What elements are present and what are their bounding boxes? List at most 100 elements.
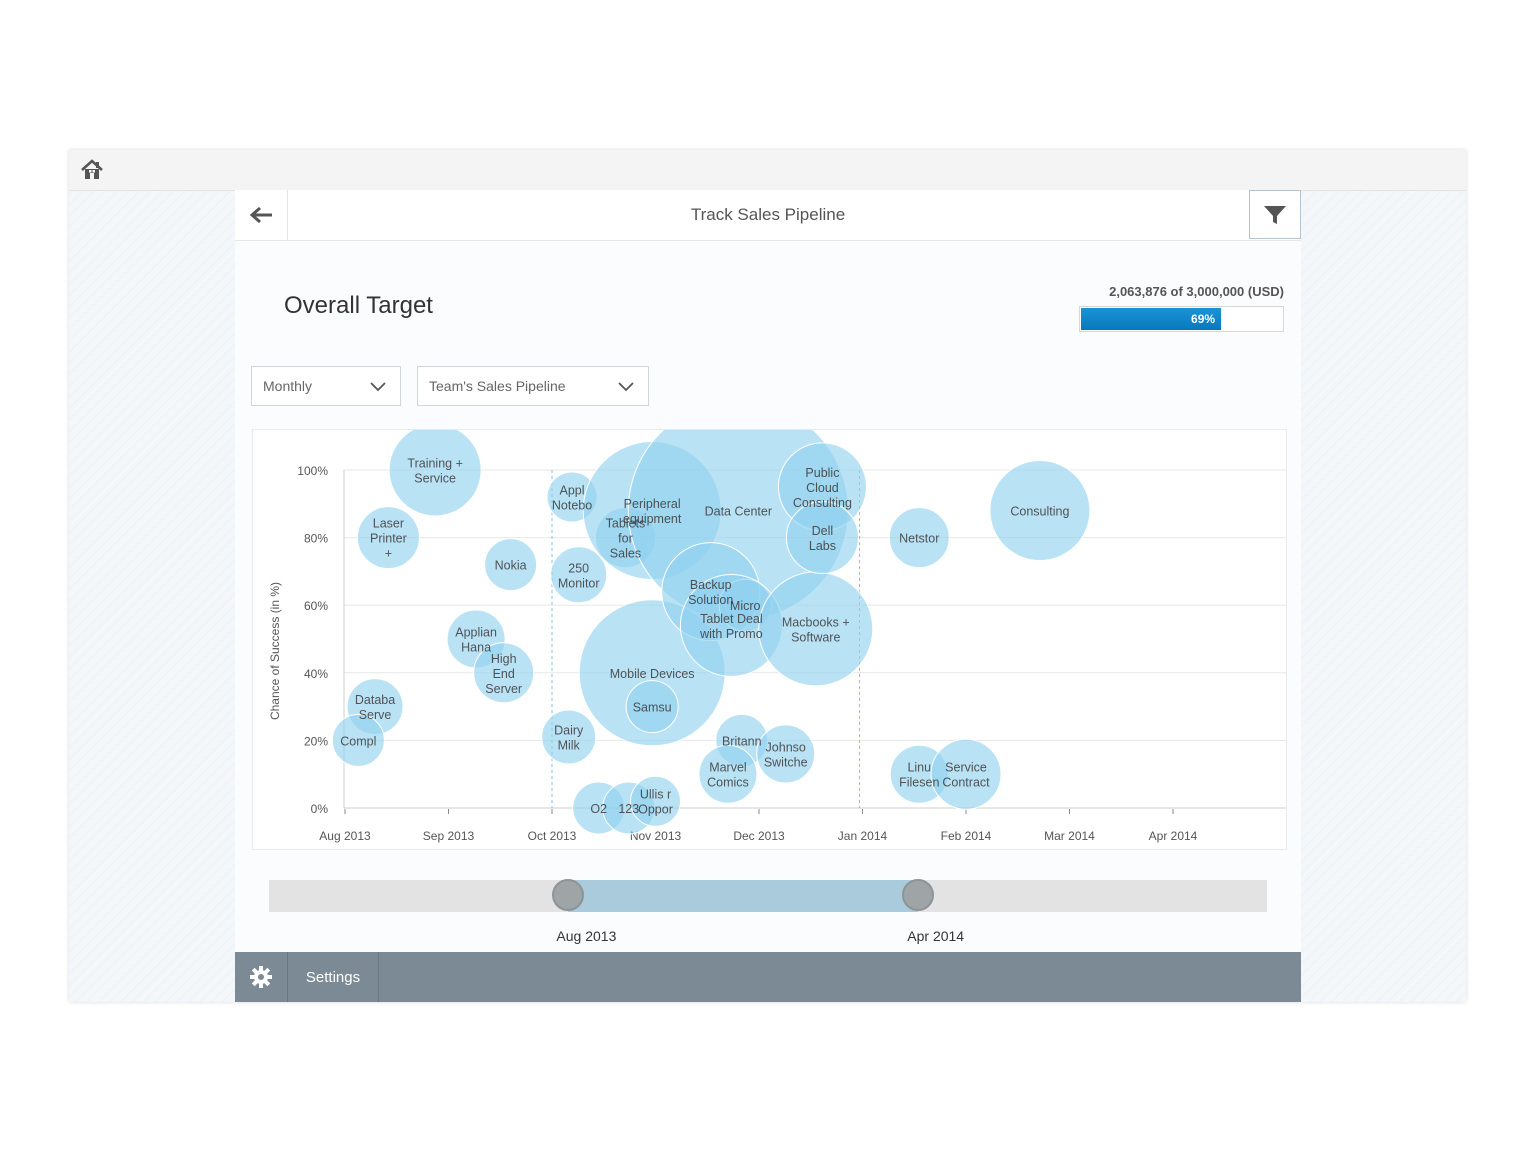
bubble-label: Labs [809, 539, 836, 553]
overall-target-title: Overall Target [284, 292, 433, 319]
slider-start-label: Aug 2013 [556, 928, 617, 944]
bubble-label: High [491, 652, 517, 666]
bubble-label: Milk [558, 739, 581, 753]
slider-start-handle[interactable] [552, 879, 585, 911]
bubble [356, 506, 420, 570]
bubble-label: 250 [568, 561, 589, 575]
bubble [550, 546, 608, 604]
bubble-label: Peripheral [624, 497, 681, 511]
bubble-label: Micro [730, 599, 761, 613]
app-page: Track Sales Pipeline Overall Target 2,06… [235, 190, 1301, 1002]
bubble-label: Johnso [766, 740, 806, 754]
bubble-label: O2 [590, 802, 607, 816]
back-button[interactable] [235, 190, 288, 240]
bubble-label: Marvel [709, 761, 747, 775]
y-tick-label: 80% [304, 532, 328, 546]
footer-toolbar: Settings [235, 952, 1301, 1002]
bubble-label: Dairy [554, 724, 584, 738]
target-summary: 2,063,876 of 3,000,000 (USD) [1109, 284, 1284, 299]
slider-selected-range [568, 880, 918, 912]
bubble-label: Appl [560, 484, 585, 498]
home-icon[interactable] [79, 157, 105, 183]
x-tick-label: Feb 2014 [941, 829, 992, 843]
bubble-label: Service [945, 761, 987, 775]
bubble-label: Tablets [606, 517, 646, 531]
progress-fill: 69% [1081, 308, 1222, 330]
pipeline-select[interactable]: Team's Sales Pipeline [417, 366, 649, 406]
bubble [331, 713, 385, 767]
bubble-label: Monitor [558, 576, 600, 590]
bubble-label: Compl [340, 734, 376, 748]
bubble-label: + [385, 547, 392, 561]
bubble [698, 744, 758, 804]
bubble [484, 538, 538, 592]
y-axis-label: Chance of Success (in %) [268, 582, 282, 720]
period-select-value: Monthly [263, 378, 313, 394]
x-tick-label: Aug 2013 [319, 829, 371, 843]
x-tick-label: Dec 2013 [733, 829, 785, 843]
bubble-label: Britann [722, 734, 762, 748]
funnel-icon [1264, 205, 1286, 224]
page-title: Track Sales Pipeline [690, 205, 846, 224]
bubble-label: Consulting [1010, 505, 1069, 519]
bubble-label: Data Center [705, 505, 772, 519]
bubble [989, 460, 1091, 562]
bubble-label: Tablet Deal [700, 612, 763, 626]
bubble-label: Ullis r [640, 788, 671, 802]
bubble-label: Macbooks + [782, 615, 850, 629]
filter-button[interactable] [1249, 190, 1301, 239]
bubble-label: equipment [623, 512, 682, 526]
bubble-label: Laser [373, 517, 404, 531]
bubble-label: Oppor [638, 803, 673, 817]
bubble-label: Serve [359, 708, 392, 722]
slider-end-label: Apr 2014 [907, 928, 965, 944]
bubble [630, 775, 681, 827]
bubble [930, 738, 1002, 810]
x-tick-label: Nov 2013 [630, 829, 682, 843]
y-tick-label: 40% [304, 667, 328, 681]
x-tick-label: Jan 2014 [838, 829, 888, 843]
bubble-label: Mobile Devices [610, 667, 695, 681]
bubble [473, 642, 535, 704]
bubble-label: Sales [610, 547, 641, 561]
bubble-label: Databa [355, 693, 395, 707]
bubble-label: Dell [812, 524, 834, 538]
bubble-label: Solution [688, 593, 733, 607]
shell-bar [69, 150, 1466, 191]
bubble-label: Backup [690, 578, 732, 592]
settings-gear-button[interactable] [235, 952, 288, 1002]
y-tick-label: 20% [304, 734, 328, 748]
arrow-left-icon [249, 206, 272, 224]
app-header: Track Sales Pipeline [235, 190, 1301, 241]
y-tick-label: 0% [311, 802, 329, 816]
bubble-label: Consulting [793, 496, 852, 510]
bubble-label: Switche [764, 755, 808, 769]
progress-label: 69% [1191, 312, 1216, 326]
bubble-label: Filesen [899, 776, 939, 790]
bubble-label: Samsu [633, 701, 672, 715]
slider-end-handle[interactable] [901, 879, 934, 911]
bubble-label: Service [414, 472, 456, 486]
bubble-label: Software [791, 630, 840, 644]
period-select[interactable]: Monthly [251, 366, 401, 406]
bubble-label: Notebo [552, 499, 592, 513]
pipeline-select-value: Team's Sales Pipeline [429, 378, 566, 394]
bubble-label: with Promo [699, 627, 763, 641]
chevron-down-icon [370, 382, 386, 392]
bubble-chart: 100% 80% 60% 40% 20% 0% Chance of Success (in … [268, 430, 1286, 843]
x-tick-label: Mar 2014 [1044, 829, 1095, 843]
bubble-label: Cloud [806, 481, 839, 495]
bubble-label: Public [805, 466, 839, 480]
settings-button[interactable]: Settings [288, 952, 379, 1002]
x-tick-label: Sep 2013 [423, 829, 475, 843]
bubble [888, 507, 950, 569]
time-range-slider[interactable] [269, 879, 1267, 912]
bubble-label: Nokia [495, 559, 527, 573]
bubble [756, 724, 816, 784]
bubble-label: Contract [942, 776, 990, 790]
bubbles-layer: Training +ServiceLaserPrinter+DatabaServ… [331, 430, 1091, 835]
pipeline-chart-card: 100% 80% 60% 40% 20% 0% Chance of Success (in … [252, 429, 1287, 850]
bubble-label: for [618, 532, 633, 546]
bubble-label: Server [485, 682, 522, 696]
bubble-label: Printer [370, 532, 407, 546]
